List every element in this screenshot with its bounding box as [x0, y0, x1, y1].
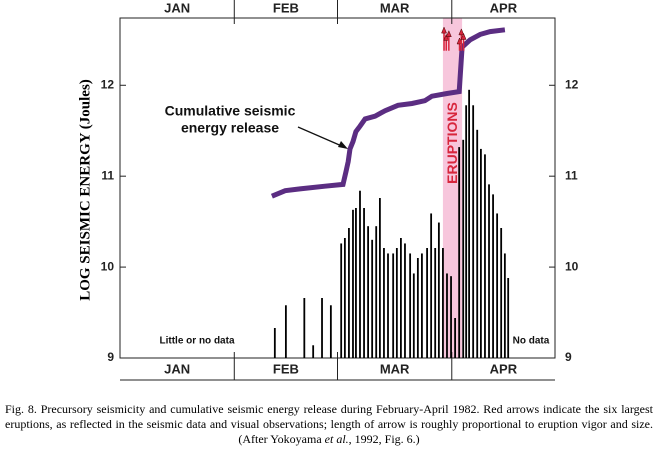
energy-bar — [343, 238, 346, 358]
note: No data — [513, 336, 550, 347]
y-tick-label: 12 — [101, 77, 115, 91]
energy-bar — [329, 305, 332, 358]
energy-bar — [496, 213, 499, 358]
caption-source-italic: et al. — [324, 432, 349, 446]
energy-bar — [507, 278, 510, 358]
energy-bar — [340, 243, 343, 358]
energy-bar — [400, 238, 402, 358]
y-tick-label-right: 11 — [565, 168, 578, 182]
energy-bar — [359, 190, 361, 358]
energy-bar — [468, 89, 471, 359]
month-label-bottom: APR — [490, 361, 518, 376]
annotation: energy release — [181, 120, 279, 136]
energy-bar — [404, 243, 406, 358]
energy-bar — [476, 129, 479, 358]
energy-bar — [303, 298, 306, 358]
y-axis-label: LOG SEISMIC ENERGY (Joules) — [77, 79, 93, 301]
caption-source-text: (After Yokoyama — [238, 432, 325, 446]
y-tick-label: 10 — [101, 259, 115, 273]
eruptions-label: ERUPTIONS — [444, 102, 460, 184]
energy-bar — [383, 248, 385, 358]
energy-bar — [500, 228, 503, 358]
energy-bar — [480, 148, 482, 358]
energy-bar — [488, 184, 490, 358]
y-tick-label-right: 12 — [565, 77, 579, 91]
month-label-top: FEB — [273, 0, 299, 15]
eruption-arrow-head — [441, 26, 447, 34]
y-tick-label-right: 9 — [565, 350, 572, 364]
energy-bar — [472, 105, 475, 358]
energy-bar — [284, 305, 287, 358]
energy-bar — [392, 253, 395, 358]
energy-bar — [378, 198, 381, 358]
eruption-arrow-head — [443, 33, 450, 41]
energy-bar — [462, 139, 465, 358]
energy-bar — [465, 105, 468, 358]
energy-bar — [450, 276, 452, 358]
eruption-arrow-head — [458, 28, 465, 36]
energy-bar — [454, 318, 456, 358]
annotation-arrow-head — [338, 141, 348, 149]
energy-bar — [387, 253, 389, 358]
annotation-arrow — [297, 126, 345, 148]
energy-bar — [312, 345, 315, 358]
energy-bar — [409, 253, 412, 358]
energy-bar — [492, 194, 494, 358]
caption-source: (After Yokoyama et al., 1992, Fig. 6.) — [5, 432, 653, 447]
energy-bar — [352, 209, 354, 358]
month-label-top: JAN — [164, 0, 190, 15]
month-label-top: APR — [490, 0, 518, 15]
month-label-bottom: JAN — [164, 361, 190, 376]
energy-bar — [363, 208, 365, 358]
energy-bar — [355, 208, 357, 358]
energy-bar — [416, 258, 419, 358]
chart: LOG SEISMIC ENERGY (Joules) 9 9 10 10 11 11 12… — [77, 0, 579, 381]
month-label-top: MAR — [380, 0, 410, 15]
eruption-arrow-head — [460, 32, 467, 40]
note: Little or no data — [160, 336, 235, 347]
energy-bar — [437, 222, 440, 358]
energy-bar — [348, 228, 350, 358]
month-label-bottom: MAR — [380, 361, 410, 376]
energy-bar — [421, 253, 423, 358]
y-tick-label: 9 — [107, 350, 114, 364]
energy-bar — [412, 273, 415, 358]
energy-bar — [367, 226, 369, 358]
energy-bar — [446, 273, 448, 358]
eruption-arrow-head — [445, 30, 452, 37]
annotation: Cumulative seismic — [165, 103, 296, 119]
energy-bar — [430, 213, 433, 358]
energy-bar — [395, 248, 398, 358]
caption-source-text: , 1992, Fig. 6.) — [348, 432, 420, 446]
energy-bar — [321, 298, 323, 358]
energy-bar — [371, 239, 374, 358]
caption: Fig. 8. Precursory seismicity and cumula… — [5, 402, 653, 447]
eruption-band — [442, 18, 463, 358]
energy-bar — [484, 154, 486, 358]
caption-main: Fig. 8. Precursory seismicity and cumula… — [5, 402, 653, 431]
month-label-bottom: FEB — [273, 361, 299, 376]
energy-bar — [434, 248, 437, 358]
energy-bar — [442, 248, 444, 358]
y-tick-label: 11 — [101, 168, 114, 182]
energy-bar — [273, 328, 276, 358]
energy-bar — [375, 226, 378, 358]
energy-bar — [503, 253, 506, 358]
y-tick-label-right: 10 — [565, 259, 579, 273]
energy-bar — [458, 147, 461, 358]
energy-bar — [426, 248, 428, 358]
